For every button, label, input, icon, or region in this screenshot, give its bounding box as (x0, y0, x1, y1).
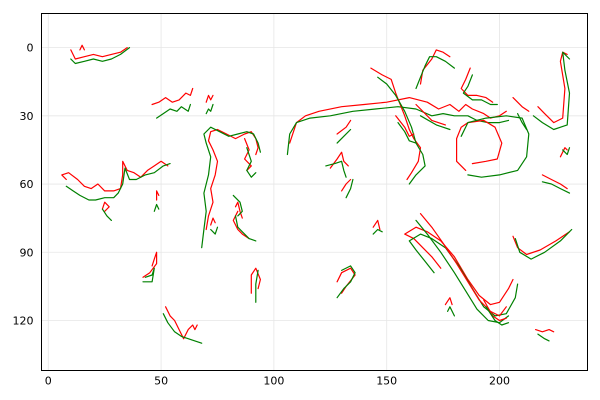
track-line-green (345, 178, 354, 199)
track-line-green (65, 163, 171, 201)
track-line-red (370, 67, 422, 181)
y-tick-label: 0 (27, 42, 34, 55)
track-line-green (156, 103, 191, 119)
track-line-green (419, 115, 451, 131)
y-tick-label: 60 (20, 178, 34, 191)
track-line-red (61, 160, 169, 192)
y-tick-label: 90 (20, 246, 34, 259)
track-line-green (101, 208, 113, 221)
track-line-green (377, 76, 426, 185)
track-line-red (460, 67, 494, 103)
track-line-red (234, 201, 243, 219)
track-line-red (70, 46, 128, 60)
x-axis: 0 50 100 150 200 (45, 375, 510, 388)
track-line-red (456, 119, 503, 171)
track-line-red (541, 174, 568, 190)
track-line-red (336, 119, 352, 135)
track-line-red (156, 190, 160, 201)
track-line-green (153, 203, 160, 212)
track-line-green (210, 226, 219, 235)
tracks (61, 44, 573, 344)
track-line-red (289, 96, 507, 144)
track-line-red (210, 217, 216, 226)
track-line-red (512, 231, 571, 256)
track-line-red (341, 178, 352, 192)
track-line-red (232, 210, 250, 240)
track-line-green (246, 147, 257, 178)
track-line-red (483, 299, 507, 322)
track-line-red (444, 297, 453, 306)
track-line-red (415, 103, 446, 126)
track-line-green (514, 228, 573, 260)
track-line-red (244, 138, 252, 171)
track-line-red (419, 213, 507, 317)
track-line-green (336, 128, 352, 144)
track-line-red (537, 51, 568, 124)
track-line-green (142, 267, 155, 283)
y-axis: 0 30 60 90 120 (13, 42, 34, 328)
track-line-green (415, 56, 455, 90)
track-line-green (162, 313, 203, 344)
track-line-red (512, 96, 530, 112)
track-line-green (541, 181, 571, 194)
track-line-green (286, 106, 510, 156)
y-tick-label: 30 (20, 110, 34, 123)
track-line-red (329, 151, 349, 169)
grid (41, 13, 588, 371)
track-line-red (151, 87, 194, 106)
track-line-red (336, 267, 356, 294)
x-tick-label: 50 (154, 375, 168, 388)
track-line-green (201, 126, 261, 249)
track-line-green (372, 228, 383, 235)
track-line-red (395, 115, 415, 137)
track-line-green (255, 269, 259, 303)
track-line-red (372, 219, 381, 231)
track-line-red (559, 147, 568, 158)
track-line-red (250, 267, 261, 294)
x-tick-label: 200 (489, 375, 510, 388)
track-line-green (397, 121, 417, 144)
y-tick-label: 120 (13, 314, 34, 327)
track-line-green (232, 194, 243, 217)
track-line-green (325, 160, 347, 178)
x-tick-label: 100 (263, 375, 284, 388)
track-line-green (447, 306, 455, 317)
track-line-green (460, 115, 530, 178)
track-line-green (537, 333, 550, 342)
track-line-red (101, 201, 110, 212)
x-tick-label: 0 (45, 375, 52, 388)
track-line-green (234, 215, 257, 242)
track-line-red (165, 306, 198, 340)
track-line-green (336, 265, 356, 299)
track-line-red (205, 94, 214, 103)
track-line-red (205, 128, 259, 231)
track-line-green (462, 74, 498, 106)
track-line-red (79, 44, 86, 51)
track-line-red (142, 251, 158, 278)
track-line-red (534, 329, 555, 333)
track-line-green (516, 112, 528, 131)
x-tick-label: 150 (376, 375, 397, 388)
track-line-green (205, 103, 214, 115)
track-line-green (70, 46, 131, 65)
track-line-green (415, 219, 510, 324)
track-line-green (485, 306, 510, 326)
plot-frame (41, 13, 588, 371)
track-line-green (532, 51, 571, 131)
track-line-green (562, 147, 571, 156)
